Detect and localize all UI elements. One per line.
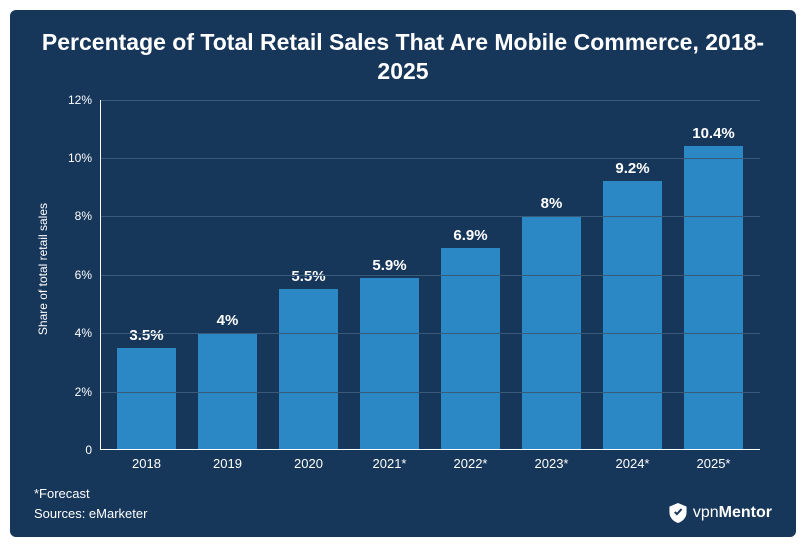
xtick-label: 2024* (616, 450, 650, 471)
chart-card: Percentage of Total Retail Sales That Ar… (10, 10, 796, 537)
xtick-label: 2023* (535, 450, 569, 471)
grid-line (100, 216, 760, 217)
xtick-label: 2020 (294, 450, 323, 471)
bar-value-label: 4% (217, 312, 239, 333)
xtick-label: 2021* (373, 450, 407, 471)
chart-title: Percentage of Total Retail Sales That Ar… (34, 28, 772, 86)
forecast-note: *Forecast (34, 484, 147, 504)
brand-text: vpnMentor (693, 504, 772, 522)
bar-value-label: 9.2% (615, 160, 649, 181)
chart-area: Share of total retail sales 3.5%20184%20… (34, 92, 772, 477)
xtick-label: 2019 (213, 450, 242, 471)
bar: 5.5% (279, 289, 337, 450)
bar-value-label: 10.4% (692, 125, 735, 146)
brand-mentor: Mentor (719, 504, 772, 521)
grid-line (100, 275, 760, 276)
bar: 9.2% (603, 181, 661, 450)
ytick-label: 2% (75, 385, 100, 399)
footer-left: *Forecast Sources: eMarketer (34, 484, 147, 523)
ytick-label: 12% (68, 93, 100, 107)
y-axis-label: Share of total retail sales (34, 203, 52, 335)
bar: 10.4% (684, 146, 742, 450)
bar-value-label: 8% (541, 195, 563, 216)
xtick-label: 2022* (454, 450, 488, 471)
brand-vpn: vpn (693, 504, 719, 521)
brand: vpnMentor (669, 503, 772, 523)
bar-value-label: 3.5% (129, 327, 163, 348)
xtick-label: 2018 (132, 450, 161, 471)
y-axis (100, 100, 101, 451)
ytick-label: 10% (68, 151, 100, 165)
source-line: Sources: eMarketer (34, 504, 147, 524)
footer: *Forecast Sources: eMarketer vpnMentor (34, 484, 772, 523)
xtick-label: 2025* (697, 450, 731, 471)
grid-line (100, 100, 760, 101)
bar-value-label: 6.9% (453, 227, 487, 248)
bar: 5.9% (360, 278, 418, 450)
bar: 6.9% (441, 248, 499, 450)
grid-line (100, 158, 760, 159)
bar: 3.5% (117, 348, 175, 450)
bar-value-label: 5.5% (291, 268, 325, 289)
shield-icon (669, 503, 687, 523)
grid-line (100, 333, 760, 334)
x-axis (100, 449, 760, 450)
plot: 3.5%20184%20195.5%20205.9%2021*6.9%2022*… (58, 92, 772, 477)
grid-line (100, 392, 760, 393)
ytick-label: 0 (85, 443, 100, 457)
ytick-label: 8% (75, 209, 100, 223)
plot-inner: 3.5%20184%20195.5%20205.9%2021*6.9%2022*… (100, 100, 760, 451)
ytick-label: 4% (75, 326, 100, 340)
ytick-label: 6% (75, 268, 100, 282)
